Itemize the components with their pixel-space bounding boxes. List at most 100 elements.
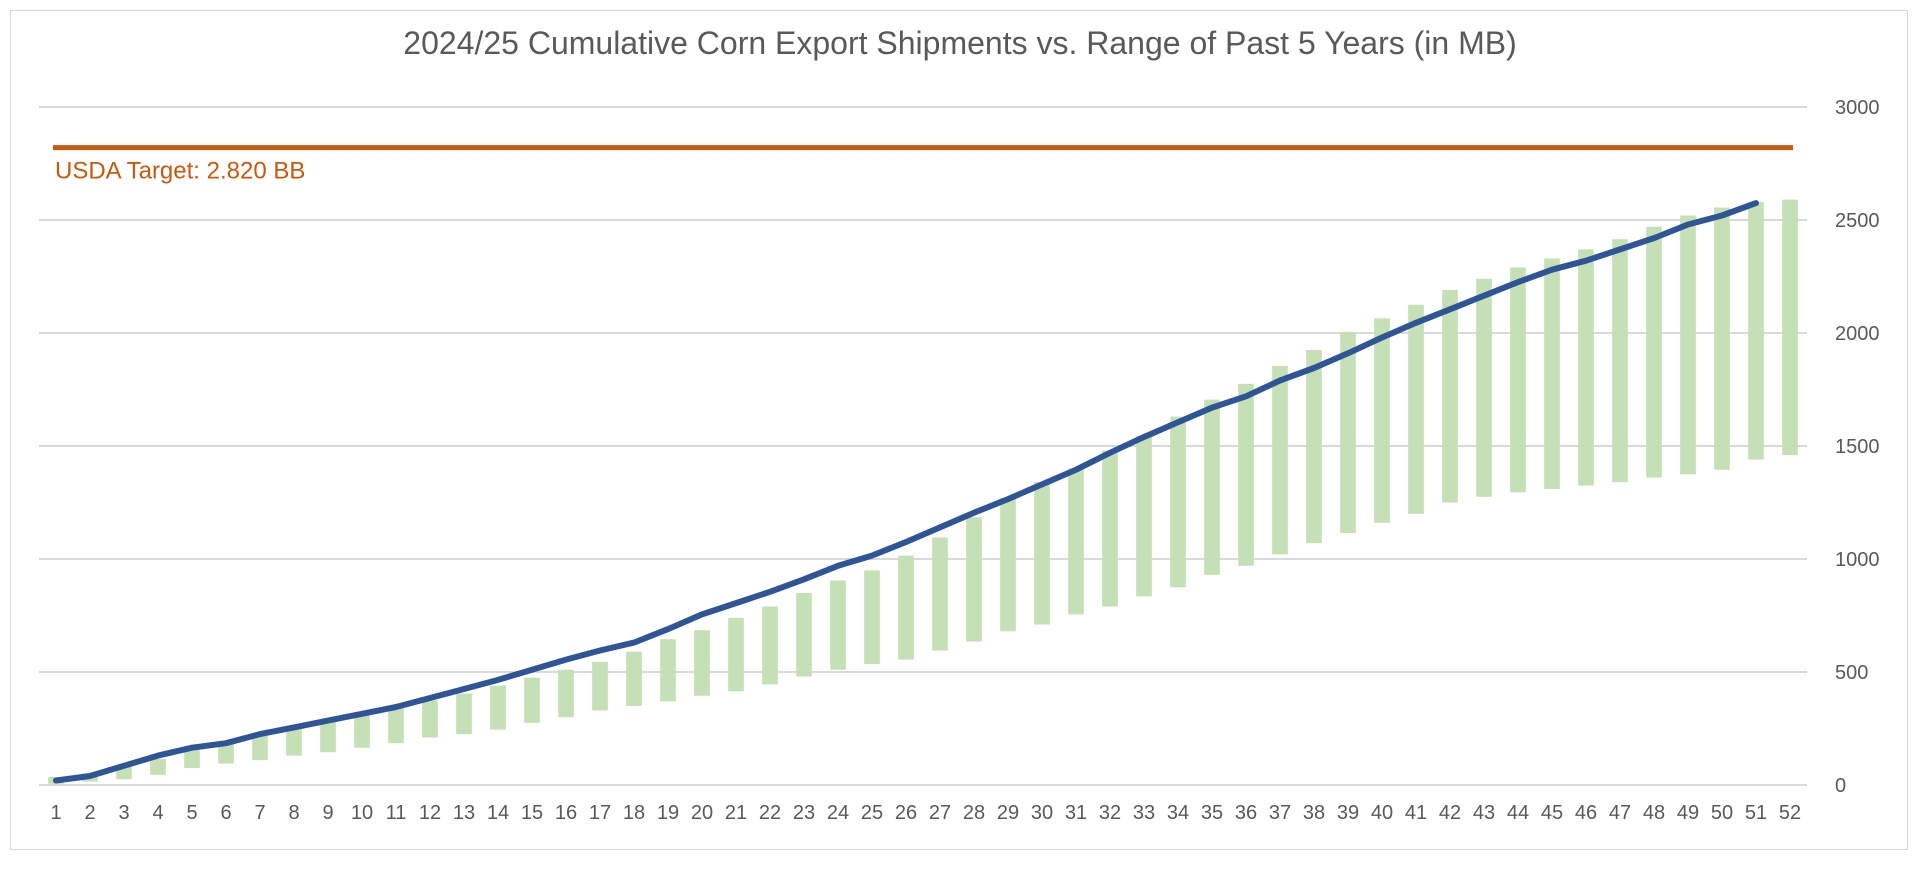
x-tick-label: 41 bbox=[1405, 802, 1427, 824]
range-bar bbox=[354, 713, 370, 748]
x-tick-label: 30 bbox=[1031, 802, 1053, 824]
x-tick-label: 23 bbox=[793, 802, 815, 824]
x-tick-label: 13 bbox=[453, 802, 475, 824]
x-tick-label: 37 bbox=[1269, 802, 1291, 824]
x-tick-label: 36 bbox=[1235, 802, 1257, 824]
range-bar bbox=[796, 592, 812, 677]
x-tick-label: 31 bbox=[1065, 802, 1087, 824]
x-tick-label: 6 bbox=[220, 802, 231, 824]
x-tick-label: 32 bbox=[1099, 802, 1121, 824]
range-bar bbox=[184, 748, 200, 769]
x-tick-label: 38 bbox=[1303, 802, 1325, 824]
range-bar bbox=[1408, 304, 1424, 514]
x-tick-label: 14 bbox=[487, 802, 509, 824]
x-tick-label: 47 bbox=[1609, 802, 1631, 824]
range-bar bbox=[660, 639, 676, 702]
range-bars bbox=[48, 199, 1798, 784]
x-tick-label: 44 bbox=[1507, 802, 1529, 824]
x-tick-label: 2 bbox=[84, 802, 95, 824]
x-tick-label: 50 bbox=[1711, 802, 1733, 824]
range-bar bbox=[1748, 201, 1764, 460]
x-tick-label: 35 bbox=[1201, 802, 1223, 824]
range-bar bbox=[1204, 399, 1220, 575]
x-tick-label: 21 bbox=[725, 802, 747, 824]
range-bar bbox=[1646, 226, 1662, 478]
x-tick-label: 29 bbox=[997, 802, 1019, 824]
range-bar bbox=[1170, 416, 1186, 588]
x-tick-label: 16 bbox=[555, 802, 577, 824]
x-tick-label: 52 bbox=[1779, 802, 1801, 824]
range-bar bbox=[1476, 278, 1492, 497]
x-tick-label: 27 bbox=[929, 802, 951, 824]
x-tick-label: 24 bbox=[827, 802, 849, 824]
x-tick-label: 43 bbox=[1473, 802, 1495, 824]
x-tick-label: 45 bbox=[1541, 802, 1563, 824]
x-tick-label: 18 bbox=[623, 802, 645, 824]
gridlines bbox=[39, 106, 1807, 786]
range-bar bbox=[1272, 365, 1288, 555]
x-tick-label: 1 bbox=[50, 802, 61, 824]
range-bar bbox=[388, 707, 404, 744]
x-tick-label: 39 bbox=[1337, 802, 1359, 824]
x-tick-label: 42 bbox=[1439, 802, 1461, 824]
range-bar bbox=[932, 537, 948, 651]
range-bar bbox=[728, 617, 744, 692]
x-tick-label: 51 bbox=[1745, 802, 1767, 824]
x-tick-label: 3 bbox=[118, 802, 129, 824]
x-tick-label: 33 bbox=[1133, 802, 1155, 824]
x-tick-label: 20 bbox=[691, 802, 713, 824]
x-tick-label: 22 bbox=[759, 802, 781, 824]
x-tick-label: 12 bbox=[419, 802, 441, 824]
y-tick-label: 3000 bbox=[1835, 97, 1880, 119]
range-bar bbox=[1510, 267, 1526, 493]
x-tick-label: 28 bbox=[963, 802, 985, 824]
x-tick-label: 8 bbox=[288, 802, 299, 824]
x-tick-label: 19 bbox=[657, 802, 679, 824]
chart-frame: 2024/25 Cumulative Corn Export Shipments… bbox=[10, 10, 1908, 850]
range-bar bbox=[1374, 318, 1390, 523]
x-tick-label: 40 bbox=[1371, 802, 1393, 824]
range-bar bbox=[558, 669, 574, 718]
range-bar bbox=[1340, 331, 1356, 534]
range-bar bbox=[966, 517, 982, 642]
y-tick-label: 1000 bbox=[1835, 549, 1880, 571]
chart-title: 2024/25 Cumulative Corn Export Shipments… bbox=[403, 25, 1516, 61]
range-bar bbox=[1442, 290, 1458, 503]
x-tick-label: 25 bbox=[861, 802, 883, 824]
range-bar bbox=[1544, 258, 1560, 489]
x-tick-label: 10 bbox=[351, 802, 373, 824]
x-tick-label: 48 bbox=[1643, 802, 1665, 824]
y-tick-label: 1500 bbox=[1835, 436, 1880, 458]
x-tick-label: 46 bbox=[1575, 802, 1597, 824]
range-bar bbox=[830, 580, 846, 670]
range-bar bbox=[1612, 239, 1628, 483]
x-tick-label: 4 bbox=[152, 802, 163, 824]
x-tick-label: 5 bbox=[186, 802, 197, 824]
range-bar bbox=[1238, 383, 1254, 566]
range-bar bbox=[456, 693, 472, 735]
range-bar bbox=[252, 734, 268, 761]
range-bar bbox=[1306, 349, 1322, 544]
range-bar bbox=[762, 606, 778, 685]
y-tick-label: 500 bbox=[1835, 662, 1868, 684]
y-axis-ticks: 0 500 1000 1500 2000 2500 3000 bbox=[1835, 97, 1880, 797]
x-tick-label: 15 bbox=[521, 802, 543, 824]
range-bar bbox=[422, 700, 438, 738]
x-tick-label: 49 bbox=[1677, 802, 1699, 824]
range-bar bbox=[524, 677, 540, 723]
range-bar bbox=[1136, 435, 1152, 597]
range-bar bbox=[218, 742, 234, 764]
current-year-line bbox=[53, 200, 1759, 784]
range-bar bbox=[490, 685, 506, 730]
x-tick-label: 34 bbox=[1167, 802, 1189, 824]
y-tick-label: 2500 bbox=[1835, 210, 1880, 232]
x-tick-label: 17 bbox=[589, 802, 611, 824]
range-bar bbox=[1680, 215, 1696, 475]
range-bar bbox=[1782, 199, 1798, 456]
range-bar bbox=[592, 661, 608, 711]
x-axis-ticks: 1 2 3 4 5 6 7 8 9 10 11 12 13 14 15 16 17 18 19 20 21 22 23 24 2… bbox=[50, 802, 1801, 824]
x-tick-label: 26 bbox=[895, 802, 917, 824]
range-bar bbox=[150, 759, 166, 775]
range-bar bbox=[626, 651, 642, 706]
range-bar bbox=[1068, 468, 1084, 615]
